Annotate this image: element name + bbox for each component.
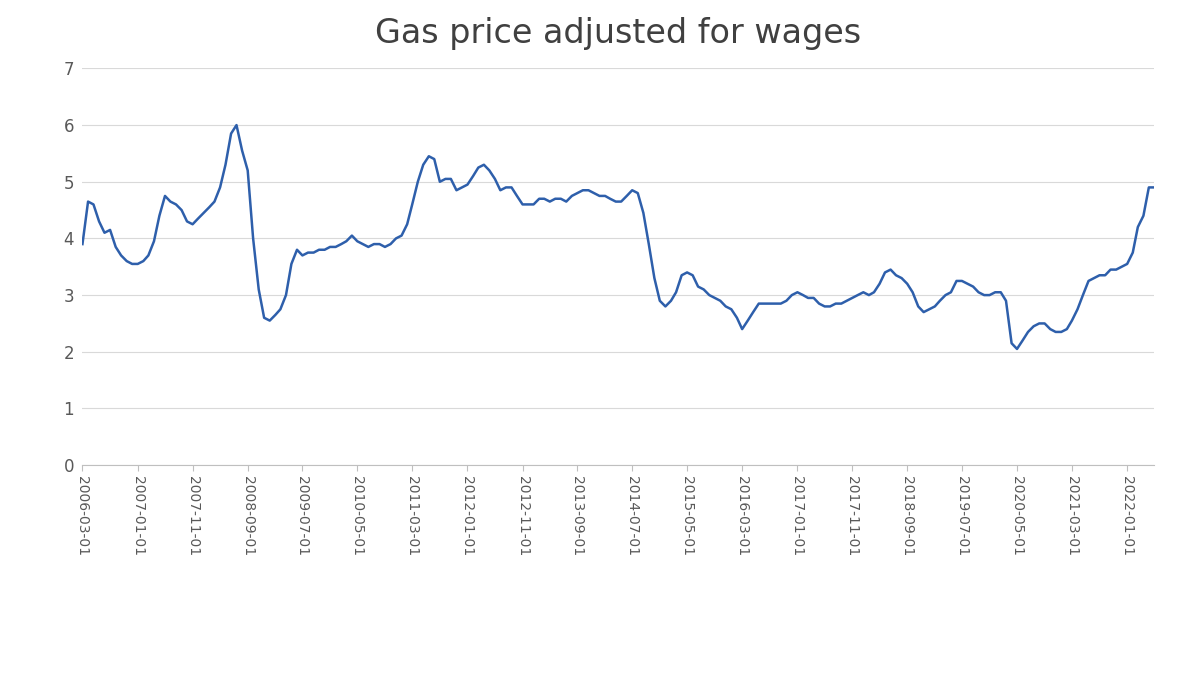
Title: Gas price adjusted for wages: Gas price adjusted for wages xyxy=(376,17,861,51)
